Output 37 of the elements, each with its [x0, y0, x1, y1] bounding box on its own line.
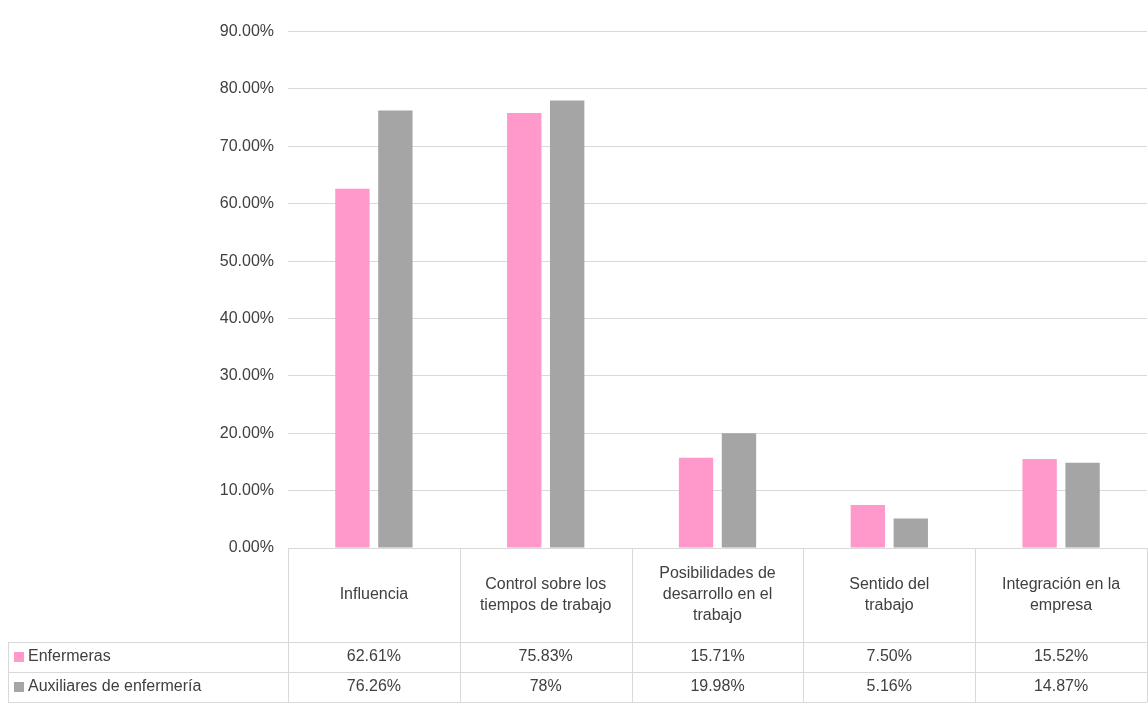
y-tick-label: 30.00%: [219, 366, 274, 384]
data-label: 19.98%: [690, 677, 745, 695]
data-label: 5.16%: [866, 677, 912, 695]
bar: [1022, 458, 1057, 548]
y-tick-label: 40.00%: [219, 308, 274, 326]
y-tick-label: 70.00%: [219, 136, 274, 154]
bar: [507, 112, 542, 548]
bar: [335, 188, 370, 548]
y-tick-label: 80.00%: [219, 79, 274, 97]
data-label: 15.52%: [1033, 647, 1089, 665]
x-tick-label: Sentido del trabajo: [849, 574, 930, 613]
bar: [550, 100, 585, 548]
legend-label: Enfermeras: [28, 647, 111, 665]
x-tick-label: Integración en la empresa: [1001, 574, 1121, 613]
x-tick-label: Posibilidades de desarrollo en el trabajo: [659, 564, 776, 624]
y-tick-label: 50.00%: [219, 251, 274, 269]
data-label: 78%: [529, 677, 562, 695]
x-tick-label: Control sobre los tiempos de trabajo: [479, 574, 612, 613]
y-tick-label: 90.00%: [219, 22, 274, 40]
data-label: 62.61%: [346, 647, 402, 665]
data-label: 15.71%: [690, 647, 745, 665]
data-label: 76.26%: [346, 677, 402, 695]
bar: [378, 110, 413, 548]
y-tick-label: 0.00%: [228, 538, 274, 556]
y-tick-label: 10.00%: [219, 481, 274, 499]
data-label: 14.87%: [1033, 677, 1089, 695]
bar: [721, 433, 757, 548]
bar: [678, 457, 714, 548]
x-tick-label: Influencia: [339, 585, 409, 603]
data-label: 75.83%: [518, 647, 573, 665]
y-tick-label: 60.00%: [219, 194, 274, 212]
bar: [850, 504, 886, 548]
y-tick-label: 20.00%: [219, 423, 274, 441]
data-label: 7.50%: [866, 647, 912, 665]
bar: [1065, 462, 1100, 548]
legend-label: Auxiliares de enfermería: [28, 677, 202, 695]
bar: [893, 518, 928, 548]
